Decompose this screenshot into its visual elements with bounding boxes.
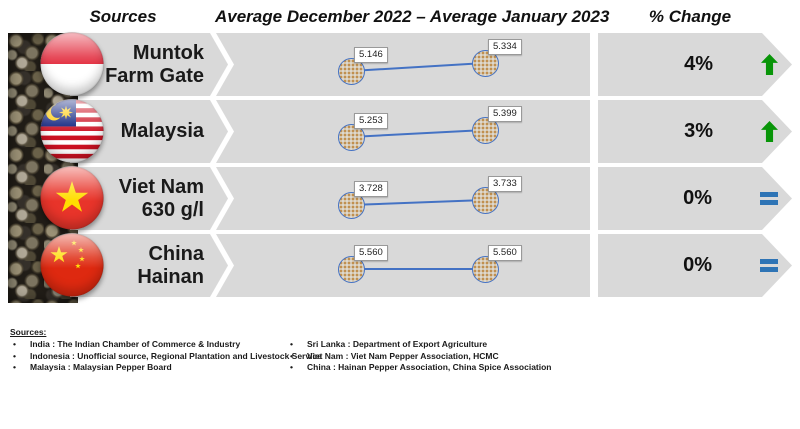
row-label-text: Viet Nam xyxy=(118,176,204,199)
slope-chart-malaysia: 5.253 5.399 xyxy=(216,100,590,163)
footnote-heading: Sources: xyxy=(10,327,47,337)
period-column-header: Average December 2022 – Average January … xyxy=(215,7,610,26)
malaysia-flag-icon xyxy=(40,99,104,163)
trend-up-icon xyxy=(761,54,778,75)
footnote-item: India : The Indian Chamber of Commerce &… xyxy=(10,339,322,351)
footnote-item: Indonesia : Unofficial source, Regional … xyxy=(10,351,322,363)
change-column-header: % Change xyxy=(648,7,732,26)
pct-change-vietnam: 0% xyxy=(598,167,792,230)
value-label-dec: 3.728 xyxy=(354,181,388,197)
pct-change-value: 0% xyxy=(683,187,712,209)
trend-flat-icon xyxy=(760,192,778,205)
trend-line xyxy=(351,268,485,270)
row-label-text: Muntok xyxy=(132,42,204,65)
row-label-text: Hainan xyxy=(137,265,204,288)
slope-chart-muntok: 5.146 5.334 xyxy=(216,33,590,96)
row-label-text: Farm Gate xyxy=(105,64,204,87)
vietnam-flag-icon xyxy=(40,166,104,230)
sources-column-header: Sources xyxy=(89,7,157,26)
china-flag-icon xyxy=(40,233,104,297)
pct-change-value: 0% xyxy=(683,254,712,276)
pct-change-malaysia: 3% xyxy=(598,100,792,163)
value-label-dec: 5.253 xyxy=(354,113,388,129)
trend-line xyxy=(350,199,486,206)
value-label-dec: 5.146 xyxy=(354,47,388,63)
value-label-dec: 5.560 xyxy=(354,245,388,261)
footnote-left-column: India : The Indian Chamber of Commerce &… xyxy=(10,339,322,374)
pepper-berry-marker-dec xyxy=(338,192,365,219)
pepper-berry-marker-dec xyxy=(338,124,365,151)
row-label-text: 630 g/l xyxy=(141,198,204,221)
value-label-jan: 5.560 xyxy=(488,245,522,261)
pct-change-value: 4% xyxy=(684,53,713,75)
pct-change-value: 3% xyxy=(684,120,713,142)
footnote-right-column: Sri Lanka : Department of Export Agricul… xyxy=(287,339,552,374)
value-label-jan: 5.334 xyxy=(488,39,522,55)
indonesia-flag-icon xyxy=(40,32,104,96)
pct-change-muntok: 4% xyxy=(598,33,792,96)
footnote-sources: Sources: India : The Indian Chamber of C… xyxy=(10,327,790,373)
value-label-jan: 3.733 xyxy=(488,176,522,192)
row-label-text: China xyxy=(148,243,204,266)
pepper-berry-marker-dec xyxy=(338,256,365,283)
footnote-item: China : Hainan Pepper Association, China… xyxy=(287,362,552,374)
trend-line xyxy=(350,129,486,138)
slope-chart-china: 5.560 5.560 xyxy=(216,234,590,297)
pct-change-china: 0% xyxy=(598,234,792,297)
trend-line xyxy=(350,62,486,72)
value-label-jan: 5.399 xyxy=(488,106,522,122)
slope-chart-vietnam: 3.728 3.733 xyxy=(216,167,590,230)
row-label-text: Malaysia xyxy=(120,120,204,143)
footnote-item: Viet Nam : Viet Nam Pepper Association, … xyxy=(287,351,552,363)
trend-flat-icon xyxy=(760,259,778,272)
footnote-item: Malaysia : Malaysian Pepper Board xyxy=(10,362,322,374)
footnote-item: Sri Lanka : Department of Export Agricul… xyxy=(287,339,552,351)
trend-up-icon xyxy=(761,121,778,142)
